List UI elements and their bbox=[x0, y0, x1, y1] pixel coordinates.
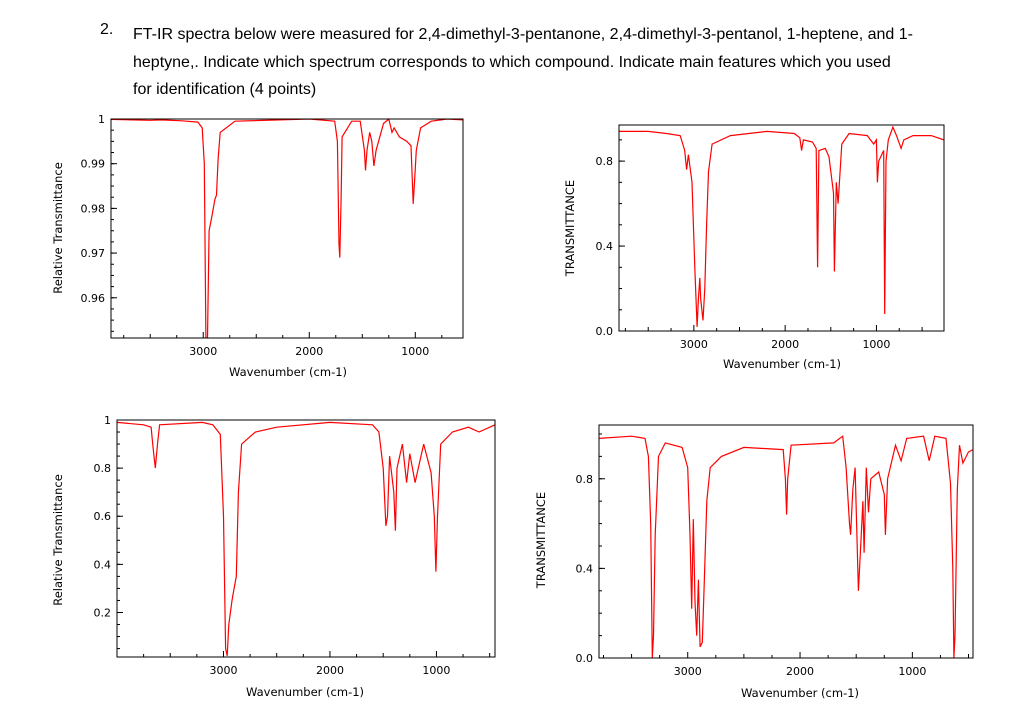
y-axis-title: TRANSMITTANCE bbox=[563, 180, 577, 277]
x-tick-label: 3000 bbox=[189, 345, 217, 358]
spectrum-line bbox=[117, 421, 495, 656]
x-axis-title: Wavenumber (cm-1) bbox=[246, 685, 364, 699]
plot-frame bbox=[598, 424, 974, 659]
plot-frame bbox=[116, 419, 496, 658]
y-axis-title: TRANSMITTANCE bbox=[534, 492, 548, 589]
x-tick-label: 3000 bbox=[674, 665, 702, 678]
spectrum-line bbox=[619, 125, 944, 327]
y-axis-title: Relative Transmittance bbox=[51, 162, 65, 294]
y-tick-label: 0.0 bbox=[596, 325, 614, 338]
y-tick-label: 0.98 bbox=[81, 202, 106, 215]
x-tick-label: 1000 bbox=[898, 665, 926, 678]
spectrum-chart-2: 3000 2000 1000 0.8 0.4 0.0 Wavenumber (cm-1) TR… bbox=[563, 124, 945, 371]
plot-frame bbox=[110, 118, 464, 339]
y-tick-label: 0.8 bbox=[596, 155, 614, 168]
y-tick-label: 0.6 bbox=[94, 510, 112, 523]
y-tick-label: 1 bbox=[98, 113, 105, 126]
y-tick-label: 0.4 bbox=[596, 240, 614, 253]
x-axis-title: Wavenumber (cm-1) bbox=[229, 365, 347, 379]
y-tick-label: 0.2 bbox=[94, 606, 112, 619]
y-tick-label: 0.4 bbox=[94, 558, 112, 571]
x-tick-label: 3000 bbox=[680, 338, 708, 351]
x-tick-label: 2000 bbox=[786, 665, 814, 678]
x-axis-title: Wavenumber (cm-1) bbox=[741, 686, 859, 700]
spectrum-line bbox=[111, 119, 463, 338]
x-tick-label: 2000 bbox=[316, 664, 344, 677]
x-tick-label: 2000 bbox=[295, 345, 323, 358]
y-tick-label: 1 bbox=[104, 414, 111, 427]
x-tick-label: 2000 bbox=[771, 338, 799, 351]
y-tick-label: 0.0 bbox=[576, 652, 594, 665]
x-tick-label: 1000 bbox=[862, 338, 890, 351]
question-text: FT-IR spectra below were measured for 2,… bbox=[133, 26, 913, 98]
spectrum-line bbox=[599, 435, 973, 658]
spectrum-chart-4: 3000 2000 1000 0.8 0.4 0.0 Wavenumber (cm-1) TR… bbox=[534, 424, 974, 700]
question-number: 2. bbox=[100, 21, 114, 38]
y-tick-label: 0.4 bbox=[576, 562, 594, 575]
spectrum-chart-1: 3000 2000 1000 1 0.99 0.98 0.97 0.96 Wavenumber … bbox=[51, 113, 464, 379]
y-axis-title: Relative Transmittance bbox=[51, 474, 65, 606]
plot-frame bbox=[618, 124, 945, 332]
x-tick-label: 3000 bbox=[209, 664, 237, 677]
x-axis-title: Wavenumber (cm-1) bbox=[723, 357, 841, 371]
y-tick-label: 0.8 bbox=[94, 462, 112, 475]
x-tick-label: 1000 bbox=[401, 345, 429, 358]
y-tick-label: 0.96 bbox=[81, 292, 106, 305]
y-tick-label: 0.8 bbox=[576, 473, 594, 486]
y-tick-label: 0.97 bbox=[81, 247, 106, 260]
spectrum-chart-3: 3000 2000 1000 1 0.8 0.6 0.4 0.2 Wavenumber (cm-… bbox=[51, 414, 496, 699]
x-tick-label: 1000 bbox=[422, 664, 450, 677]
y-tick-label: 0.99 bbox=[81, 158, 106, 171]
